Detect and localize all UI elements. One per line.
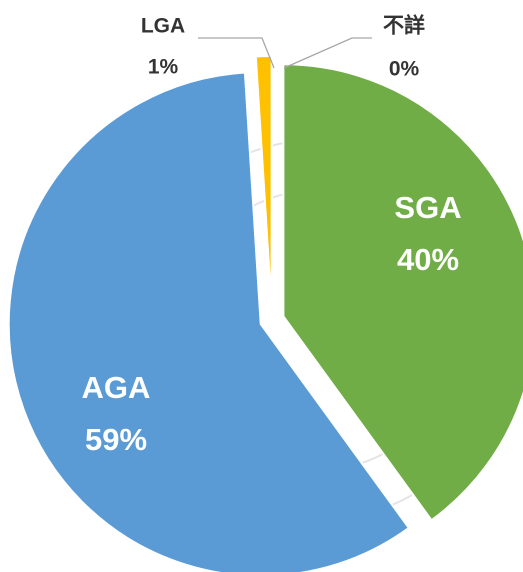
pie-slice bbox=[282, 63, 523, 522]
slice-label: SGA bbox=[394, 190, 461, 225]
slice-label: 不詳 bbox=[383, 14, 425, 38]
pie-slice bbox=[7, 71, 411, 572]
value-label: 40% bbox=[397, 242, 459, 277]
value-label: 59% bbox=[85, 422, 147, 457]
value-label: 0% bbox=[389, 58, 420, 81]
value-label: 1% bbox=[148, 56, 179, 79]
leader-line bbox=[283, 37, 372, 69]
slice-label: AGA bbox=[82, 370, 151, 405]
leader-line bbox=[198, 37, 275, 69]
slice-label: LGA bbox=[141, 15, 185, 38]
